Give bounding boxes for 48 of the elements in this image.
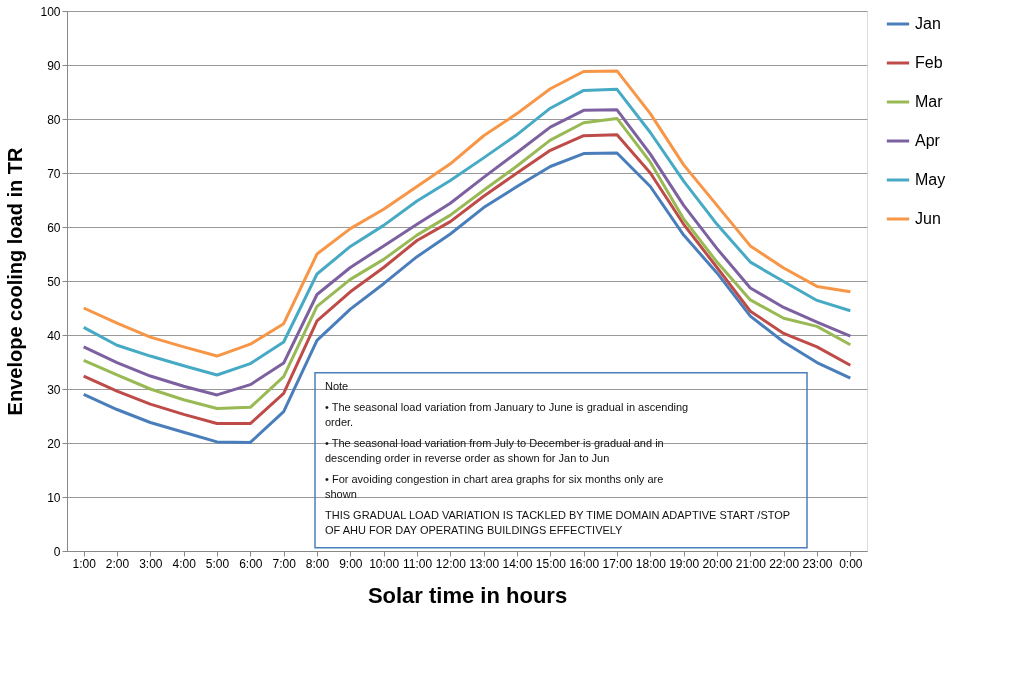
x-tick-label: 0:00	[839, 556, 863, 571]
x-tick-label: 5:00	[205, 556, 230, 571]
y-tick-label: 20	[47, 436, 61, 451]
y-tick-label: 50	[47, 274, 61, 289]
legend-label: Jun	[915, 210, 941, 227]
x-tick-label: 10:00	[369, 556, 400, 571]
y-tick-label: 10	[47, 490, 61, 505]
x-tick-label: 2:00	[105, 556, 130, 571]
x-tick-label: 7:00	[272, 556, 297, 571]
y-tick-label: 70	[47, 166, 61, 181]
y-tick-label: 60	[47, 220, 61, 235]
x-tick-label: 13:00	[469, 556, 500, 571]
legend-label: Apr	[915, 132, 941, 149]
legend-label: May	[915, 171, 946, 188]
x-tick-label: 22:00	[769, 556, 800, 571]
y-tick-label: 40	[47, 328, 61, 343]
x-tick-label: 12:00	[435, 556, 467, 571]
x-tick-label: 8:00	[305, 556, 330, 571]
annotation: Note	[325, 379, 349, 392]
annotation: • The seasonal load variation from January to June is gradual in ascending order.	[325, 400, 689, 428]
y-tick-label: 90	[47, 58, 61, 73]
legend-label: Jan	[915, 15, 941, 32]
x-tick-label: 14:00	[502, 556, 533, 571]
x-tick-label: 21:00	[735, 556, 767, 571]
x-tick-label: 20:00	[702, 556, 733, 571]
x-tick-label: 1:00	[72, 556, 97, 571]
x-tick-label: 11:00	[402, 556, 433, 571]
y-tick-label: 0	[53, 544, 61, 559]
x-tick-label: 6:00	[239, 556, 263, 571]
x-tick-label: 9:00	[339, 556, 363, 571]
legend-label: Feb	[915, 54, 943, 71]
x-axis-title: Solar time in hours	[367, 582, 568, 608]
x-tick-label: 18:00	[635, 556, 667, 571]
x-tick-label: 17:00	[602, 556, 633, 571]
annotation: THIS GRADUAL LOAD VARIATION IS TACKLED BY TIME DOMAIN ADAPTIVE START /STOP OF AHU FOR DAY OPERATING BUILDINGS EFFECTIVELY	[325, 508, 791, 536]
annotation: • For avoiding congestion in chart area graphs for six months only are shown	[325, 472, 664, 500]
x-tick-label: 19:00	[669, 556, 700, 571]
y-tick-label: 30	[47, 382, 61, 397]
x-tick-label: 4:00	[172, 556, 197, 571]
y-axis-title: Envelope cooling load in TR	[4, 147, 27, 416]
y-tick-label: 80	[47, 112, 61, 127]
annotation: • The seasonal load variation from July to December is gradual and in descending order in reverse order as shown for Jan to Jun	[325, 436, 664, 464]
x-tick-label: 3:00	[139, 556, 163, 571]
legend-label: Mar	[915, 93, 944, 110]
x-tick-label: 23:00	[802, 556, 833, 571]
x-tick-label: 16:00	[569, 556, 600, 571]
x-tick-label: 15:00	[535, 556, 567, 571]
y-tick-label: 100	[40, 4, 61, 19]
